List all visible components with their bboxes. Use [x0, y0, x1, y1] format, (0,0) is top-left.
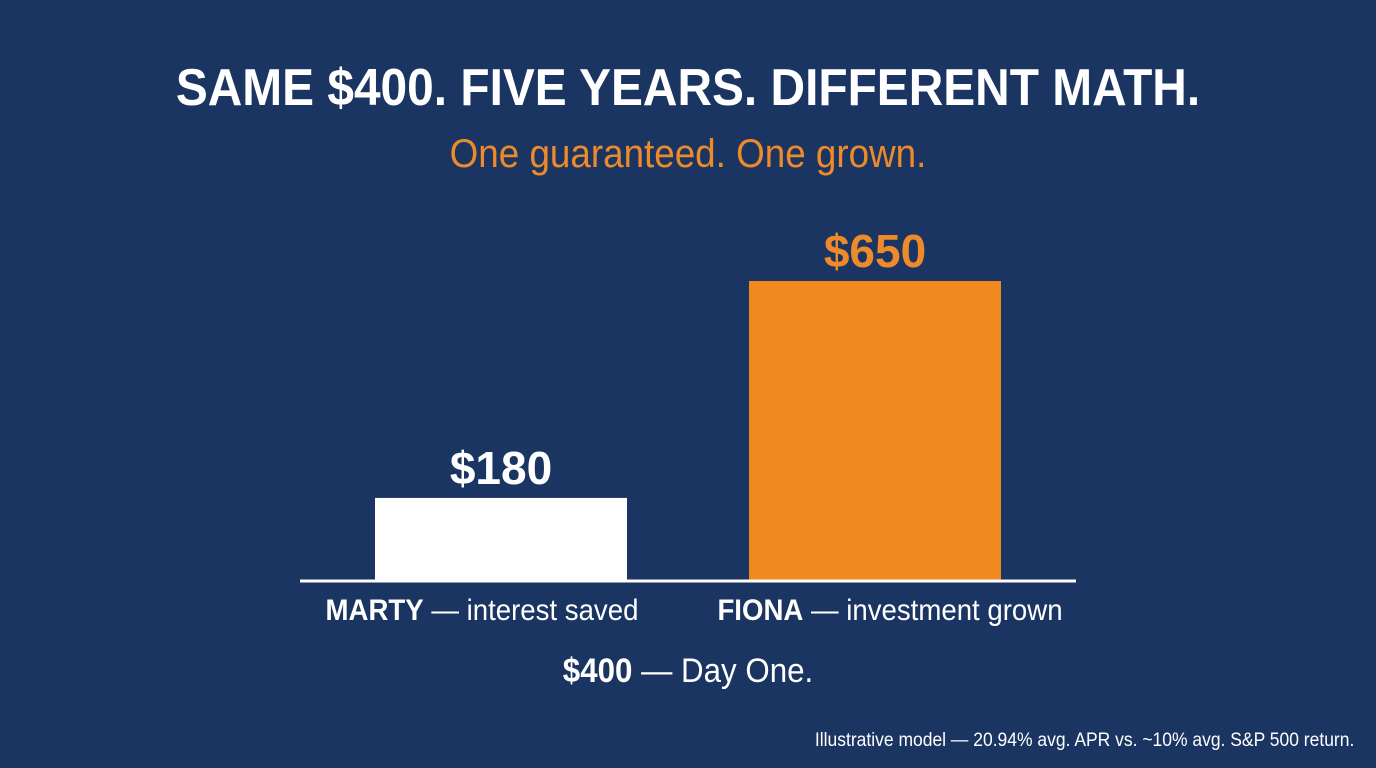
category-name: MARTY: [325, 594, 424, 627]
bar-marty: [375, 497, 627, 581]
bar-fiona: [749, 281, 1001, 581]
category-label-marty: MARTY — interest saved: [289, 594, 675, 628]
value-label-marty: $180: [450, 442, 552, 494]
value-label-fiona: $650: [824, 225, 926, 277]
category-desc: — interest saved: [431, 594, 639, 627]
category-desc: — investment grown: [810, 594, 1063, 627]
category-label-fiona: FIONA — investment grown: [697, 594, 1083, 628]
footnote: Illustrative model — 20.94% avg. APR vs.…: [814, 730, 1354, 751]
bars-group: $180 $650: [375, 225, 1001, 581]
chart-title: SAME $400. FIVE YEARS. DIFFERENT MATH.: [175, 59, 1201, 117]
category-name: FIONA: [717, 594, 804, 627]
baseline-amount: $400: [562, 652, 633, 690]
chart-subtitle: One guaranteed. One grown.: [449, 132, 927, 176]
baseline-note: $400 — Day One.: [55, 652, 1321, 691]
baseline-text: — Day One.: [641, 652, 814, 690]
